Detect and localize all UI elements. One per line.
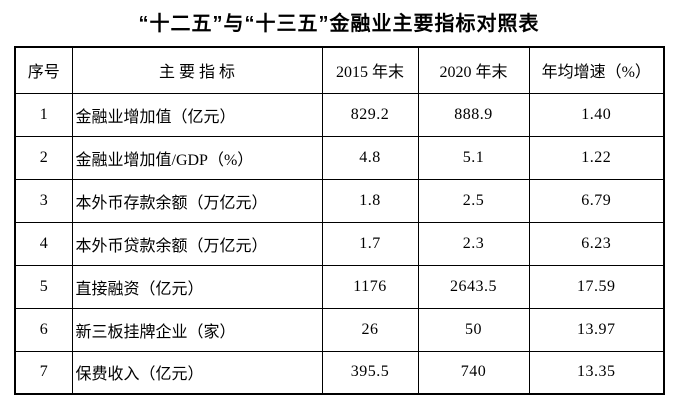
cell-cagr: 6.23: [528, 221, 665, 266]
cell-end2020: 2643.5: [417, 264, 530, 309]
cell-seq: 6: [14, 307, 73, 352]
column-header-cagr: 年均增速（%）: [528, 46, 665, 94]
cell-indicator: 直接融资（亿元）: [71, 264, 323, 309]
cell-cagr: 1.22: [528, 135, 665, 180]
table-row: 4 本外币贷款余额（万亿元） 1.7 2.3 6.23: [14, 221, 665, 266]
header-row: 序号主 要 指 标 2015 年末 2020 年末 年均增速（%）: [14, 46, 665, 94]
cell-cagr: 6.79: [528, 178, 665, 223]
cell-end2015: 829.2: [321, 92, 419, 137]
column-header-indicator: 主 要 指 标: [71, 46, 323, 94]
cell-end2020: 5.1: [417, 135, 530, 180]
cell-seq: 4: [14, 221, 73, 266]
cell-indicator: 本外币存款余额（万亿元）: [71, 178, 323, 223]
table-row: 7 保费收入（亿元） 395.5 740 13.35: [14, 350, 665, 395]
cell-end2015: 26: [321, 307, 419, 352]
column-header-end2015: 2015 年末: [321, 46, 419, 94]
cell-seq: 7: [14, 350, 73, 395]
column-header-seq: 序号: [14, 46, 73, 94]
table-title: “十二五”与“十三五”金融业主要指标对照表: [138, 13, 540, 35]
cell-end2015: 1.8: [321, 178, 419, 223]
cell-end2015: 1.7: [321, 221, 419, 266]
cell-end2020: 2.3: [417, 221, 530, 266]
cell-end2020: 888.9: [417, 92, 530, 137]
table-row: 5 直接融资（亿元） 1176 2643.5 17.59: [14, 264, 665, 309]
column-header-end2020: 2020 年末: [417, 46, 530, 94]
table-row: 3 本外币存款余额（万亿元） 1.8 2.5 6.79: [14, 178, 665, 223]
cell-seq: 1: [14, 92, 73, 137]
cell-seq: 3: [14, 178, 73, 223]
cell-end2020: 50: [417, 307, 530, 352]
cell-indicator: 金融业增加值（亿元）: [71, 92, 323, 137]
table-row: 6 新三板挂牌企业（家） 26 50 13.97: [14, 307, 665, 352]
cell-end2020: 2.5: [417, 178, 530, 223]
cell-indicator: 新三板挂牌企业（家）: [71, 307, 323, 352]
cell-indicator: 保费收入（亿元）: [71, 350, 323, 395]
cell-end2015: 1176: [321, 264, 419, 309]
cell-end2015: 395.5: [321, 350, 419, 395]
table-row: 1 金融业增加值（亿元） 829.2 888.9 1.40: [14, 92, 665, 137]
indicators-table: 序号主 要 指 标 2015 年末 2020 年末 年均增速（%） 1 金融业增加值（亿…: [14, 46, 665, 395]
cell-end2015: 4.8: [321, 135, 419, 180]
cell-cagr: 13.35: [528, 350, 665, 395]
cell-cagr: 1.40: [528, 92, 665, 137]
cell-indicator: 金融业增加值/GDP（%）: [71, 135, 323, 180]
cell-indicator: 本外币贷款余额（万亿元）: [71, 221, 323, 266]
cell-seq: 2: [14, 135, 73, 180]
table-row: 2 金融业增加值/GDP（%） 4.8 5.1 1.22: [14, 135, 665, 180]
cell-seq: 5: [14, 264, 73, 309]
cell-cagr: 13.97: [528, 307, 665, 352]
cell-end2020: 740: [417, 350, 530, 395]
cell-cagr: 17.59: [528, 264, 665, 309]
